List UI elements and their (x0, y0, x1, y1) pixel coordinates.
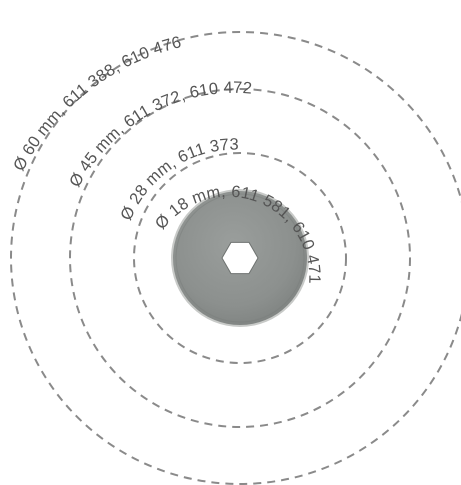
ring-60mm (10, 31, 461, 485)
hexagon-hole-icon (221, 241, 259, 275)
blade-inner-shade (175, 193, 305, 323)
rotary-blade-icon (171, 189, 309, 327)
size-label-45mm: Ø 45 mm, 611 372, 610 472 (66, 79, 253, 190)
size-rings (10, 31, 461, 485)
ring-28mm (133, 152, 347, 364)
ring-45mm (69, 88, 411, 428)
